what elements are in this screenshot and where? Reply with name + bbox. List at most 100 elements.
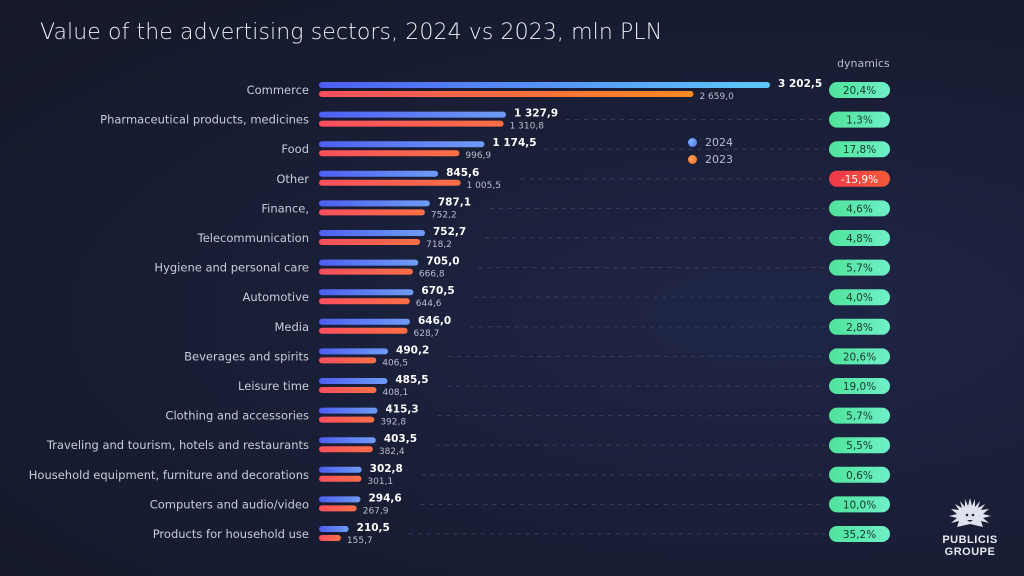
dynamics-badge-positive — [829, 111, 890, 128]
category-label: Computers and audio/video — [150, 497, 309, 511]
dynamics-value: 10,0% — [843, 499, 876, 511]
bar-2023 — [319, 120, 504, 127]
legend: 2024 2023 — [688, 134, 733, 168]
value-label-2023: 1 310,8 — [510, 122, 545, 132]
bar-2023 — [319, 239, 421, 245]
bar-2023 — [319, 446, 373, 453]
dynamics-value: 4,0% — [846, 292, 873, 304]
dynamics-badge-positive — [829, 378, 890, 394]
bar-2023 — [319, 387, 377, 393]
category-label: Food — [281, 142, 309, 156]
category-label: Other — [276, 172, 309, 186]
bar-2024 — [319, 289, 414, 296]
bar-2023 — [319, 91, 694, 97]
dynamics-badge-positive — [829, 289, 890, 306]
dynamics-value: 4,8% — [846, 233, 873, 245]
category-label: Clothing and accessories — [165, 409, 309, 423]
category-label: Hygiene and personal care — [154, 261, 309, 275]
bar-2024 — [319, 378, 388, 384]
bar-2024 — [319, 407, 378, 414]
dynamics-header: dynamics — [837, 57, 890, 70]
category-label: Pharmaceutical products, medicines — [100, 113, 309, 127]
bar-2023 — [319, 475, 362, 482]
value-label-2024: 646,0 — [418, 315, 451, 327]
bar-2023 — [319, 179, 461, 186]
bar-2023 — [319, 209, 425, 216]
category-label: Telecommunication — [197, 231, 309, 245]
category-label: Media — [274, 320, 309, 334]
value-label-2023: 301,1 — [367, 477, 393, 487]
legend-item-2024: 2024 — [688, 134, 733, 151]
value-label-2024: 210,5 — [357, 522, 390, 534]
dynamics-value: 20,6% — [843, 351, 876, 363]
dynamics-value: 35,2% — [843, 529, 876, 541]
value-label-2023: 406,5 — [382, 358, 408, 368]
dynamics-value: 5,7% — [846, 411, 873, 423]
value-label-2024: 403,5 — [384, 433, 417, 445]
value-label-2024: 294,6 — [368, 492, 401, 504]
legend-label-2023: 2023 — [705, 153, 733, 166]
value-label-2024: 787,1 — [438, 196, 471, 208]
value-label-2024: 490,2 — [396, 344, 429, 356]
value-label-2023: 155,7 — [347, 536, 373, 546]
dynamics-badge-positive — [829, 200, 890, 217]
value-label-2023: 382,4 — [379, 447, 405, 457]
dynamics-value: 2,8% — [846, 322, 873, 334]
bar-2024 — [319, 466, 362, 473]
bar-2024 — [319, 170, 439, 177]
value-label-2023: 752,2 — [431, 210, 457, 220]
dynamics-value: 5,7% — [846, 263, 873, 275]
bar-2023 — [319, 535, 341, 541]
lion-icon — [949, 498, 991, 527]
dynamics-value: 1,3% — [846, 115, 873, 127]
value-label-2024: 485,5 — [395, 374, 428, 386]
dynamics-badge-positive — [829, 496, 890, 513]
value-label-2024: 705,0 — [426, 256, 459, 268]
value-label-2024: 415,3 — [385, 404, 418, 416]
legend-item-2023: 2023 — [688, 151, 733, 168]
legend-label-2024: 2024 — [705, 136, 733, 149]
bar-2024 — [319, 437, 376, 444]
category-label: Beverages and spirits — [184, 349, 309, 363]
bar-2024 — [319, 230, 426, 236]
bar-2023 — [319, 357, 377, 364]
category-label: Finance, — [261, 201, 309, 215]
bar-2023 — [319, 268, 413, 275]
legend-dot-2024 — [688, 138, 697, 147]
dynamics-badge-positive — [829, 141, 890, 158]
value-label-2024: 670,5 — [421, 285, 454, 297]
value-label-2024: 1 174,5 — [492, 137, 536, 149]
bar-2024 — [319, 200, 430, 207]
value-label-2023: 408,1 — [382, 388, 408, 398]
value-label-2024: 845,6 — [446, 167, 479, 179]
dynamics-badge-negative — [829, 170, 890, 187]
dynamics-badge-positive — [829, 526, 890, 542]
value-label-2023: 267,9 — [363, 506, 389, 516]
value-label-2023: 1 005,5 — [467, 181, 501, 191]
value-label-2023: 666,8 — [419, 270, 445, 280]
dynamics-value: 0,6% — [846, 470, 873, 482]
chart-title: Value of the advertising sectors, 2024 v… — [40, 20, 663, 45]
dynamics-value: 19,0% — [843, 381, 876, 393]
value-label-2023: 392,8 — [380, 418, 406, 428]
dynamics-value: 4,6% — [846, 203, 873, 215]
logo-text-line2: GROUPE — [944, 546, 996, 558]
bar-2024 — [319, 82, 770, 88]
dynamics-value: 20,4% — [843, 85, 876, 97]
bar-2023 — [319, 505, 357, 512]
value-label-2024: 752,7 — [433, 226, 466, 238]
category-label: Traveling and tourism, hotels and restau… — [46, 438, 309, 452]
dynamics-badge-positive — [829, 466, 890, 483]
bar-2023 — [319, 327, 408, 334]
dynamics-value: 5,5% — [846, 440, 873, 452]
category-label: Commerce — [247, 83, 309, 97]
category-label: Products for household use — [153, 527, 309, 541]
dynamics-badge-positive — [829, 437, 890, 454]
dynamics-badge-positive — [829, 407, 890, 424]
dynamics-badge-positive — [829, 82, 890, 98]
dynamics-badge-positive — [829, 230, 890, 246]
logo-text-line1: PUBLICIS — [942, 534, 998, 546]
dynamics-badge-positive — [829, 259, 890, 276]
dynamics-badge-positive — [829, 348, 890, 365]
